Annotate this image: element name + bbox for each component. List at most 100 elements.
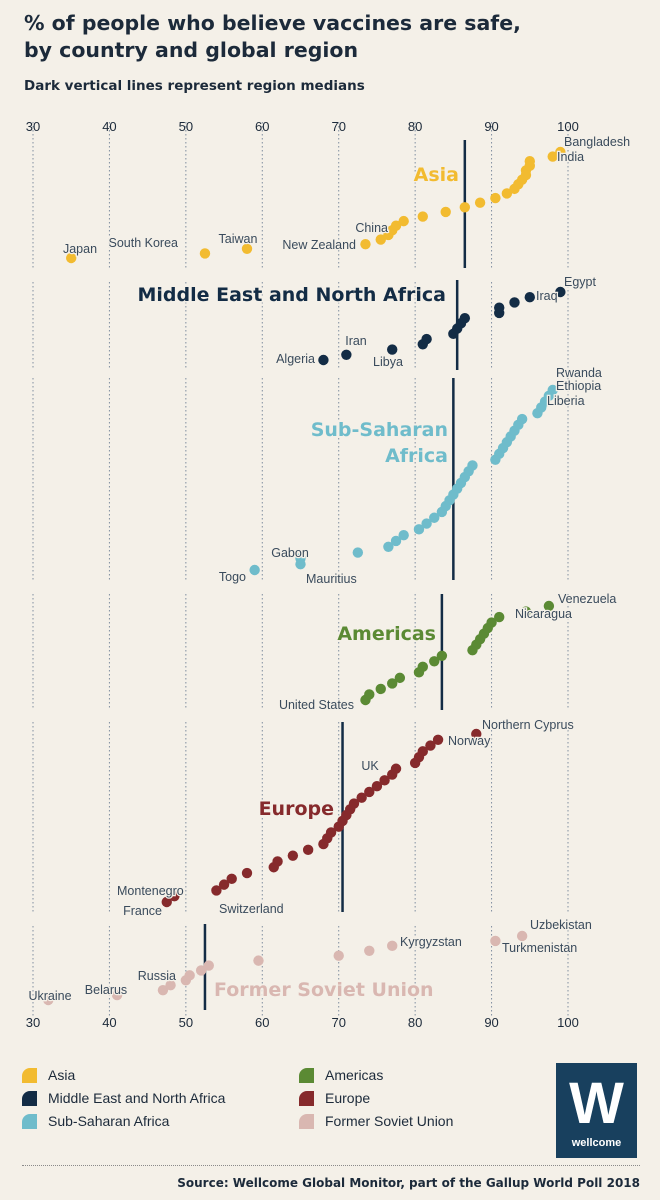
point-americas bbox=[387, 678, 398, 689]
wellcome-logo: W wellcome bbox=[556, 1063, 637, 1158]
point-europe bbox=[169, 891, 180, 902]
point-former-soviet-union bbox=[516, 930, 528, 942]
point-americas bbox=[375, 683, 386, 695]
title-line-1: % of people who believe vaccines are saf… bbox=[24, 11, 521, 35]
point-sub-saharan-africa bbox=[249, 564, 260, 576]
point-asia bbox=[390, 220, 402, 231]
country-label-china: China bbox=[355, 221, 388, 235]
tick-label-top-60: 60 bbox=[255, 119, 269, 134]
point-europe bbox=[211, 885, 222, 896]
point-europe bbox=[364, 786, 375, 798]
point-europe bbox=[302, 844, 314, 856]
point-asia bbox=[524, 156, 535, 167]
point-americas bbox=[436, 650, 448, 661]
point-americas bbox=[394, 672, 406, 684]
panel-gap-2 bbox=[0, 580, 660, 594]
point-former-soviet-union bbox=[184, 970, 195, 981]
point-europe bbox=[371, 780, 383, 792]
point-sub-saharan-africa bbox=[467, 460, 478, 471]
region-title-asia: Asia bbox=[414, 164, 459, 186]
country-label-france: France bbox=[123, 904, 162, 918]
point-asia bbox=[459, 202, 471, 213]
point-sub-saharan-africa bbox=[429, 512, 440, 523]
point-middle-east-and-north-africa bbox=[318, 354, 329, 366]
point-former-soviet-union bbox=[364, 945, 375, 956]
region-title-sub-saharan-africa: Africa bbox=[385, 445, 448, 467]
point-former-soviet-union bbox=[195, 965, 207, 976]
point-europe bbox=[348, 798, 360, 809]
point-former-soviet-union bbox=[165, 980, 176, 991]
country-label-kyrgyzstan: Kyrgyzstan bbox=[400, 935, 462, 949]
point-asia bbox=[490, 192, 501, 204]
legend-swatch bbox=[22, 1114, 37, 1129]
country-label-ukraine: Ukraine bbox=[28, 989, 71, 1003]
point-europe bbox=[272, 856, 283, 867]
point-asia bbox=[547, 151, 558, 162]
country-label-switzerland: Switzerland bbox=[219, 902, 284, 916]
country-label-rwanda: Rwanda bbox=[556, 366, 602, 380]
point-americas bbox=[417, 661, 428, 673]
point-former-soviet-union bbox=[157, 984, 169, 996]
point-asia bbox=[501, 188, 513, 199]
country-label-togo: Togo bbox=[219, 570, 246, 584]
country-label-iraq: Iraq bbox=[536, 289, 558, 303]
country-label-venezuela: Venezuela bbox=[558, 592, 616, 606]
point-former-soviet-union bbox=[333, 950, 344, 961]
country-label-japan: Japan bbox=[63, 242, 97, 256]
country-label-new-zealand: New Zealand bbox=[282, 238, 356, 252]
panel-gap-4 bbox=[0, 912, 660, 924]
point-europe bbox=[471, 728, 482, 740]
point-asia bbox=[440, 206, 451, 218]
point-asia bbox=[375, 234, 386, 245]
point-former-soviet-union bbox=[253, 955, 264, 966]
legend-swatch bbox=[299, 1114, 314, 1129]
point-americas bbox=[364, 689, 375, 700]
tick-label-bottom-30: 30 bbox=[26, 1015, 40, 1030]
point-middle-east-and-north-africa bbox=[524, 292, 535, 303]
logo-text: wellcome bbox=[571, 1137, 622, 1149]
country-label-russia: Russia bbox=[138, 969, 176, 983]
legend-label: Europe bbox=[325, 1090, 371, 1106]
point-former-soviet-union bbox=[111, 989, 123, 1001]
legend-label: Former Soviet Union bbox=[325, 1113, 454, 1129]
panel-gap-3 bbox=[0, 710, 660, 722]
country-label-south-korea: South Korea bbox=[109, 236, 179, 250]
legend-swatch bbox=[22, 1091, 37, 1106]
point-europe bbox=[218, 879, 230, 890]
point-asia bbox=[360, 238, 371, 250]
country-label-belarus: Belarus bbox=[85, 983, 127, 997]
region-title-sub-saharan-africa: Sub-Saharan bbox=[311, 419, 448, 441]
point-former-soviet-union bbox=[387, 940, 398, 952]
chart-title: % of people who believe vaccines are saf… bbox=[24, 10, 634, 64]
country-label-algeria: Algeria bbox=[276, 352, 315, 366]
tick-label-top-50: 50 bbox=[179, 119, 193, 134]
point-europe bbox=[390, 763, 402, 774]
point-americas bbox=[494, 611, 505, 623]
point-asia bbox=[241, 243, 253, 254]
point-europe bbox=[379, 775, 390, 786]
legend: Asia Middle East and North Africa Sub-Sa… bbox=[22, 1067, 542, 1138]
point-americas bbox=[520, 606, 532, 617]
tick-label-top-40: 40 bbox=[102, 119, 116, 134]
country-label-iran: Iran bbox=[345, 334, 367, 348]
point-americas bbox=[429, 656, 440, 667]
point-former-soviet-union bbox=[490, 935, 501, 947]
tick-label-top-100: 100 bbox=[557, 119, 579, 134]
point-asia bbox=[474, 197, 486, 208]
point-middle-east-and-north-africa bbox=[387, 344, 398, 355]
tick-label-bottom-90: 90 bbox=[484, 1015, 498, 1030]
point-asia bbox=[555, 146, 566, 158]
point-europe bbox=[356, 792, 367, 803]
point-europe bbox=[161, 896, 172, 908]
point-asia bbox=[398, 215, 409, 227]
country-label-nicaragua: Nicaragua bbox=[515, 607, 572, 621]
point-sub-saharan-africa bbox=[295, 553, 306, 564]
legend-swatch bbox=[299, 1068, 314, 1083]
point-europe bbox=[241, 867, 253, 879]
country-label-libya: Libya bbox=[373, 355, 403, 369]
point-middle-east-and-north-africa bbox=[509, 297, 520, 308]
region-title-europe: Europe bbox=[259, 798, 334, 820]
country-label-united-states: United States bbox=[279, 698, 354, 712]
point-sub-saharan-africa bbox=[547, 384, 558, 396]
vaccine-safety-chart: 30 30 40 40 50 50 60 60 70 70 80 80 90 90 100 100 Asia Ja… bbox=[0, 119, 660, 1030]
